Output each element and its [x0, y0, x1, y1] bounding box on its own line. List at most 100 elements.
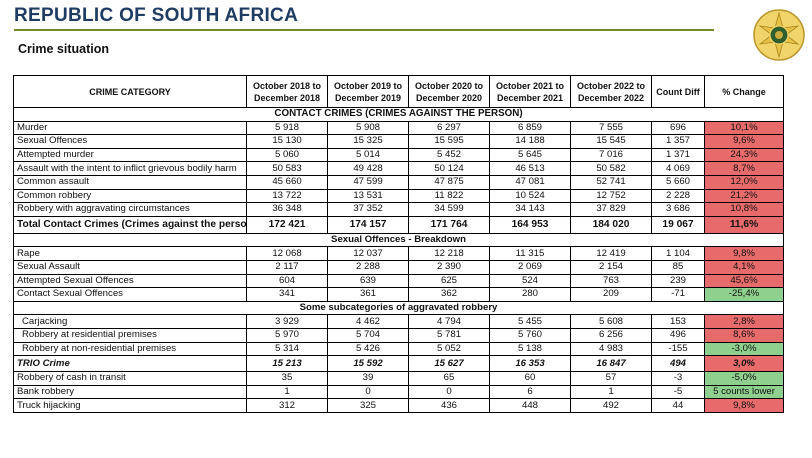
cell-value: 15 595 [408, 134, 490, 149]
row-label: Robbery at non-residential premises [13, 341, 247, 357]
row-label: Rape [13, 246, 247, 261]
cell-count-diff: -3 [651, 371, 705, 386]
cell-value: 12 218 [408, 246, 490, 261]
cell-value: 37 829 [570, 202, 652, 217]
cell-count-diff: -155 [651, 341, 705, 357]
cell-pct-change: 45,6% [704, 273, 784, 289]
cell-pct-change: -25,4% [704, 287, 784, 302]
cell-value: 5 052 [408, 341, 490, 357]
cell-count-diff: -71 [651, 287, 705, 302]
cell-pct-change: 3,0% [704, 355, 784, 373]
cell-value: 15 130 [246, 134, 328, 149]
cell-value: 4 462 [327, 314, 409, 329]
cell-value: 52 741 [570, 174, 652, 190]
cell-value: 5 645 [489, 147, 571, 163]
cell-value: 5 781 [408, 327, 490, 343]
cell-count-diff: 153 [651, 314, 705, 329]
col-header: October 2022 to December 2022 [570, 75, 652, 108]
cell-pct-change: 4,1% [704, 259, 784, 275]
cell-pct-change: -5,0% [704, 371, 784, 386]
cell-pct-change: 5 counts lower [704, 384, 784, 400]
cell-count-diff: 494 [651, 355, 705, 373]
section-title: Some subcategories of aggravated robbery [13, 300, 784, 316]
section-title: Sexual Offences - Breakdown [13, 232, 784, 248]
cell-pct-change: 24,3% [704, 147, 784, 163]
table-row: TRIO Crime 15 213 15 592 15 627 16 353 16 847… [13, 355, 784, 373]
cell-value: 5 608 [570, 314, 652, 329]
saps-badge-icon [753, 9, 805, 61]
row-label: Bank robbery [13, 384, 247, 400]
cell-value: 639 [327, 273, 409, 289]
cell-value: 6 [489, 384, 571, 400]
cell-pct-change: 10,1% [704, 120, 784, 136]
row-label: Sexual Assault [13, 259, 247, 275]
cell-pct-change: 8,6% [704, 327, 784, 343]
cell-value: 2 390 [408, 259, 490, 275]
cell-value: 12 752 [570, 188, 652, 204]
cell-value: 1 [246, 384, 328, 400]
cell-value: 15 592 [327, 355, 409, 373]
cell-value: 35 [246, 371, 328, 386]
cell-value: 7 555 [570, 120, 652, 136]
cell-value: 12 037 [327, 246, 409, 261]
title-underline [14, 29, 714, 31]
row-label: Murder [13, 120, 247, 136]
table-row: Truck hijacking 312 325 436 448 492 44 9,8% [13, 398, 784, 413]
cell-value: 5 704 [327, 327, 409, 343]
table-header-row: CRIME CATEGORY October 2018 to December … [13, 75, 784, 108]
cell-value: 209 [570, 287, 652, 302]
cell-value: 2 117 [246, 259, 328, 275]
cell-value: 325 [327, 398, 409, 413]
cell-value: 763 [570, 273, 652, 289]
col-header: October 2021 to December 2021 [489, 75, 571, 108]
section-header-row: Sexual Offences - Breakdown [13, 232, 784, 248]
cell-value: 0 [408, 384, 490, 400]
table-row: Robbery of cash in transit 35 39 65 60 57 -3 -5… [13, 371, 784, 386]
cell-value: 5 760 [489, 327, 571, 343]
cell-value: 5 970 [246, 327, 328, 343]
cell-value: 39 [327, 371, 409, 386]
cell-count-diff: 696 [651, 120, 705, 136]
cell-value: 34 599 [408, 202, 490, 217]
cell-value: 49 428 [327, 161, 409, 176]
row-label: Carjacking [13, 314, 247, 329]
table-row: Bank robbery 1 0 0 6 1 -5 5 counts lower [13, 384, 784, 400]
cell-value: 6 297 [408, 120, 490, 136]
cell-value: 362 [408, 287, 490, 302]
cell-value: 60 [489, 371, 571, 386]
cell-value: 15 545 [570, 134, 652, 149]
cell-count-diff: 44 [651, 398, 705, 413]
page-subtitle: Crime situation [18, 42, 109, 56]
table-row: Total Contact Crimes (Crimes against the… [13, 215, 784, 234]
cell-value: 7 016 [570, 147, 652, 163]
crime-stats-table: CRIME CATEGORY October 2018 to December … [13, 75, 784, 413]
cell-value: 174 157 [327, 215, 409, 234]
row-label: Attempted murder [13, 147, 247, 163]
cell-value: 5 918 [246, 120, 328, 136]
cell-pct-change: -3,0% [704, 341, 784, 357]
table-row: Attempted Sexual Offences 604 639 625 524 763… [13, 273, 784, 289]
cell-pct-change: 11,6% [704, 215, 784, 234]
cell-value: 341 [246, 287, 328, 302]
cell-value: 4 983 [570, 341, 652, 357]
cell-value: 5 314 [246, 341, 328, 357]
cell-value: 5 908 [327, 120, 409, 136]
cell-count-diff: 239 [651, 273, 705, 289]
row-label: Assault with the intent to inflict griev… [13, 161, 247, 176]
row-label: Robbery of cash in transit [13, 371, 247, 386]
table-row: Murder 5 918 5 908 6 297 6 859 7 555 696 10,1% [13, 120, 784, 136]
row-label: Sexual Offences [13, 134, 247, 149]
col-header: October 2020 to December 2020 [408, 75, 490, 108]
cell-value: 11 315 [489, 246, 571, 261]
cell-value: 5 014 [327, 147, 409, 163]
cell-value: 5 060 [246, 147, 328, 163]
cell-count-diff: 1 104 [651, 246, 705, 261]
cell-count-diff: 496 [651, 327, 705, 343]
table-row: Robbery with aggravating circumstances 36… [13, 202, 784, 217]
cell-count-diff: 19 067 [651, 215, 705, 234]
cell-count-diff: 1 371 [651, 147, 705, 163]
col-header: Count Diff [651, 75, 705, 108]
cell-value: 280 [489, 287, 571, 302]
cell-value: 448 [489, 398, 571, 413]
cell-value: 47 875 [408, 174, 490, 190]
